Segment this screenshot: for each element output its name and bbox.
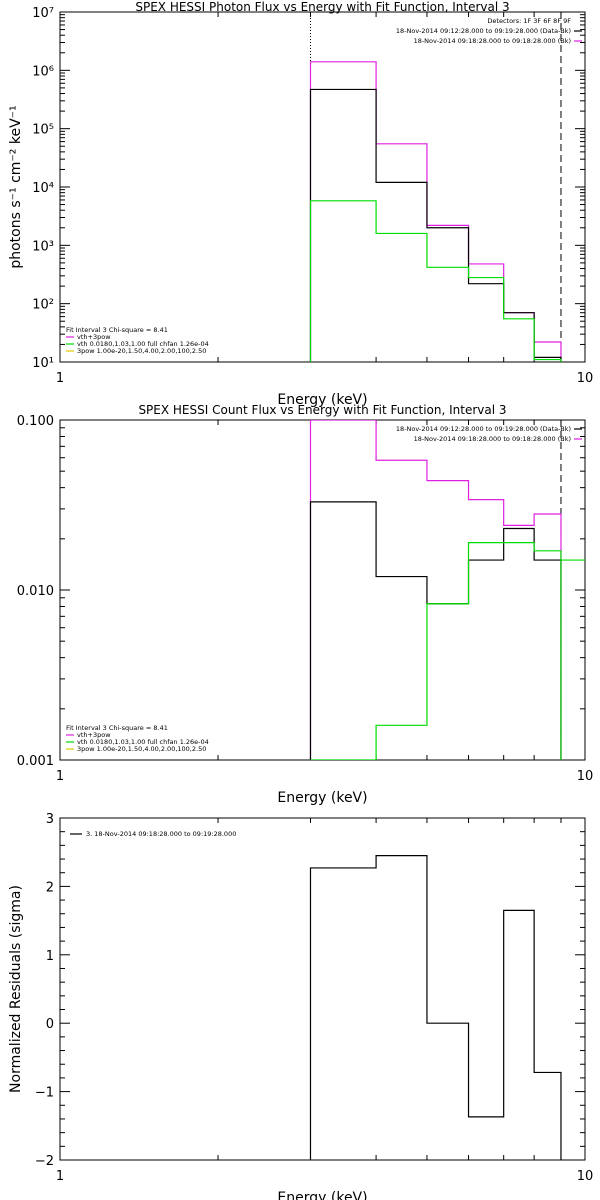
panel-2-series-2-step-line — [309, 501, 562, 760]
panel-1-y-tick-label: 10³ — [32, 239, 54, 254]
panel-1-y-tick-label: 10⁴ — [32, 181, 54, 196]
panel-1-header-line: 18-Nov-2014 09:18:28.000 to 09:18:28.000… — [414, 37, 571, 45]
panel-2-legend-entry: vth+3pow — [77, 731, 111, 739]
panel-3-y-tick-label: 1 — [46, 949, 54, 964]
panel-3-axes-frame — [59, 817, 586, 1161]
panel-3-y-tick-label: −2 — [35, 1154, 54, 1169]
panel-1-header-line: Detectors: 1F 3F 6F 8F 9F — [487, 17, 571, 25]
panel-2-x-axis-label: Energy (keV) — [277, 790, 367, 806]
panel-3-y-tick-label: 3 — [46, 812, 54, 827]
panel-1-y-tick-label: 10⁵ — [32, 123, 54, 138]
panel-3-x-tick-label: 1 — [56, 1169, 64, 1184]
panel-2-legend-entry: 3pow 1.00e-20,1.50,4.00,2.00,100,2.50 — [77, 745, 206, 753]
panel-2-axes-frame — [59, 419, 586, 761]
panel-1-y-axis-label: photons s⁻¹ cm⁻² keV⁻¹ — [8, 105, 24, 268]
panel-1-legend-entry: 3pow 1.00e-20,1.50,4.00,2.00,100,2.50 — [77, 347, 206, 355]
panel-3-y-tick-label: −1 — [35, 1086, 54, 1101]
panel-2-y-tick-label: 0.001 — [17, 754, 54, 769]
panel-2-legend-title: Fit Interval 3 Chi-square = 8.41 — [66, 724, 168, 732]
panel-2-series-group — [309, 420, 585, 760]
panel-2-y-tick-label: 0.010 — [17, 584, 54, 599]
panel-1-y-tick-label: 10⁶ — [32, 64, 54, 79]
panel-2-legend-entry: vth 0.0180,1.03,1.00 full chfan 1.26e-04 — [77, 738, 209, 746]
panel-1-legend-entry: vth+3pow — [77, 333, 111, 341]
panel-1-axes-frame — [59, 11, 586, 363]
panel-1-header-line: 18-Nov-2014 09:12:28.000 to 09:19:28.000… — [396, 27, 571, 35]
panel-3-legend-entry: 3. 18-Nov-2014 09:18:28.000 to 09:19:28.… — [86, 830, 236, 838]
panel-2-x-tick-label: 1 — [56, 769, 64, 784]
panel-1-y-tick-label: 10¹ — [32, 356, 54, 371]
panel-1-series-1-step-line — [309, 61, 562, 362]
panel-3-series-group — [309, 855, 562, 1160]
panel-2-series-1-step-line — [309, 420, 562, 760]
panel-3-y-tick-label: 2 — [46, 880, 54, 895]
panel-1-series-3-step-line — [309, 200, 562, 362]
panel-2-x-tick-label: 10 — [577, 769, 594, 784]
panel-1-y-tick-label: 10² — [32, 298, 54, 313]
panel-1-legend-entry: vth 0.0180,1.03,1.00 full chfan 1.26e-04 — [77, 340, 209, 348]
panel-3-x-axis-label: Energy (keV) — [277, 1190, 367, 1200]
panel-2-header-line: 18-Nov-2014 09:18:28.000 to 09:18:28.000… — [414, 435, 571, 443]
panel-1-x-tick-label: 1 — [56, 371, 64, 386]
panel-1-legend-title: Fit Interval 3 Chi-square = 8.41 — [66, 326, 168, 334]
panel-1-title: SPEX HESSI Photon Flux vs Energy with Fi… — [135, 0, 509, 14]
panel-3-y-tick-label: 0 — [46, 1017, 54, 1032]
panel-1-x-tick-label: 10 — [577, 371, 594, 386]
panel-1-y-tick-label: 10⁷ — [32, 6, 54, 21]
panel-3-series-1-step-line — [309, 855, 562, 1160]
panel-1-x-axis-label: Energy (keV) — [277, 392, 367, 408]
panel-2-title: SPEX HESSI Count Flux vs Energy with Fit… — [138, 403, 506, 417]
panel-2-y-tick-label: 0.100 — [17, 414, 54, 429]
panel-3-y-axis-label: Normalized Residuals (sigma) — [8, 885, 24, 1093]
panel-2-header-line: 18-Nov-2014 09:12:28.000 to 09:19:28.000… — [396, 425, 571, 433]
panel-1-series-group — [309, 61, 562, 362]
panel-2-series-3-step-line — [310, 542, 562, 760]
panel-3-x-tick-label: 10 — [577, 1169, 594, 1184]
